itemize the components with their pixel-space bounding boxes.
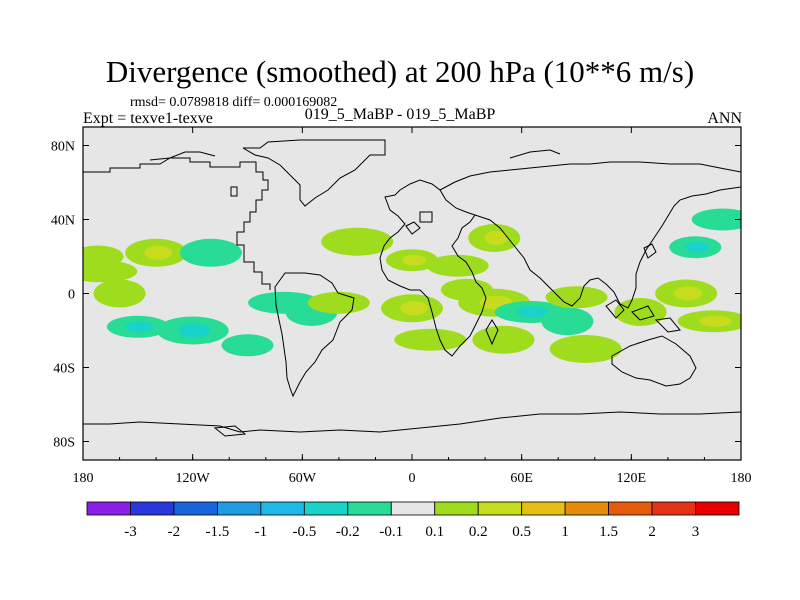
colorbar-label: 0.1 <box>425 524 444 540</box>
map-background <box>83 127 741 460</box>
field-feature <box>179 238 242 267</box>
y-tick-label: 80S <box>53 436 75 451</box>
colorbar-swatch <box>86 501 131 516</box>
field-feature <box>541 307 594 336</box>
field-feature <box>307 291 370 314</box>
field-feature <box>426 254 489 277</box>
x-tick-label: 120W <box>176 471 211 486</box>
x-tick-label: 180 <box>73 471 94 486</box>
colorbar-swatch <box>651 501 696 516</box>
y-tick-label: 0 <box>68 288 75 303</box>
colorbar-label: 0.5 <box>512 524 531 540</box>
field-feature-core <box>402 254 426 266</box>
colorbar-swatch <box>521 501 566 516</box>
colorbar-label: -3 <box>124 524 137 540</box>
x-tick-label: 60E <box>510 471 533 486</box>
continent-outlines <box>83 139 741 437</box>
field-feature <box>549 335 622 363</box>
colorbar-swatch <box>347 501 392 516</box>
colorbar-swatch <box>695 501 740 516</box>
x-tick-label: 60W <box>289 471 317 486</box>
field-feature <box>691 208 741 231</box>
colorbar-label: 1 <box>561 524 569 540</box>
field-feature-core <box>178 323 211 338</box>
field-feature-core <box>699 315 732 327</box>
x-tick-label: 120E <box>617 471 647 486</box>
case-names: 019_5_MaBP - 019_5_MaBP <box>304 106 496 123</box>
colorbar-swatch <box>477 501 523 516</box>
axis-ticks: 180 120W 60W 0 60E 120E 180 80N 40N 0 40S 80S <box>51 127 752 486</box>
field-feature <box>83 260 138 283</box>
season-label: ANN <box>707 110 742 127</box>
colorbar-label: -2 <box>168 524 181 540</box>
y-tick-label: 80N <box>51 140 75 155</box>
colorbar-label: 1.5 <box>599 524 618 540</box>
colorbar-label: -1.5 <box>206 524 230 540</box>
colorbar-label: -0.2 <box>336 524 360 540</box>
y-tick-label: 40N <box>51 214 75 229</box>
field-feature <box>472 325 535 354</box>
field-feature-core <box>400 301 428 316</box>
field-feature <box>394 328 467 351</box>
field-feature-core <box>516 306 550 318</box>
colorbar-swatch <box>390 501 436 516</box>
colorbar-swatch <box>303 501 349 516</box>
colorbar-swatch <box>608 501 653 516</box>
field-feature-core <box>125 321 154 333</box>
field-feature-core <box>674 286 703 301</box>
rmsd-diff-stats: rmsd= 0.0789818 diff= 0.000169082 <box>130 95 338 110</box>
colorbar-swatch <box>434 501 479 516</box>
x-tick-label: 180 <box>731 471 752 486</box>
colorbar-swatch <box>260 501 305 516</box>
field-feature <box>321 227 394 256</box>
field-feature-core <box>484 231 508 245</box>
colorbar-label: -1 <box>255 524 268 540</box>
y-tick-label: 40S <box>53 362 75 377</box>
field-feature <box>545 286 608 309</box>
colorbar-label: 0.2 <box>469 524 488 540</box>
x-tick-label: 0 <box>409 471 416 486</box>
chart-title: Divergence (smoothed) at 200 hPa (10**6 … <box>105 54 695 89</box>
colorbar: -3 -2 -1.5 -1 -0.5 -0.2 -0.1 0.1 0.2 0.5 1 1.5 2 3 <box>86 501 740 540</box>
field-feature-core <box>685 241 710 253</box>
field-feature <box>93 279 146 308</box>
colorbar-swatch <box>130 501 175 516</box>
colorbar-label: 3 <box>692 524 700 540</box>
field-feature <box>614 298 667 326</box>
colorbar-label: -0.5 <box>292 524 316 540</box>
colorbar-label: -0.1 <box>379 524 403 540</box>
colorbar-label: 2 <box>648 524 656 540</box>
experiment-label: Expt = texve1-texve <box>83 110 213 127</box>
field-feature <box>440 278 493 301</box>
colorbar-swatch <box>564 501 610 516</box>
colorbar-swatch <box>173 501 218 516</box>
field-feature-core <box>144 245 173 260</box>
field-feature <box>221 334 274 357</box>
colorbar-swatch <box>216 501 262 516</box>
divergence-field <box>83 208 741 363</box>
